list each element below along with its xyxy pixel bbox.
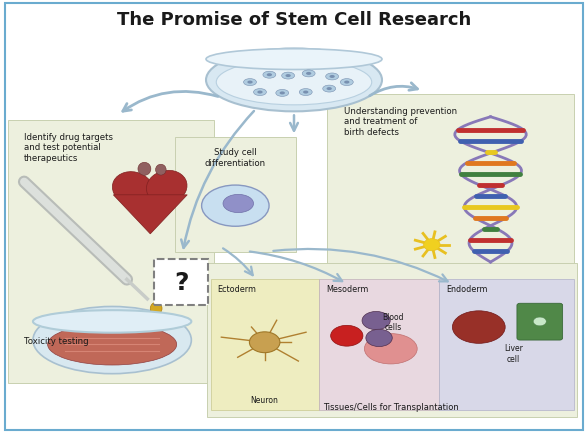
Ellipse shape [33,310,191,333]
Ellipse shape [248,82,253,84]
Ellipse shape [362,312,390,330]
Ellipse shape [326,74,339,81]
Ellipse shape [366,329,392,347]
Text: The Promise of Stem Cell Research: The Promise of Stem Cell Research [117,11,471,29]
Ellipse shape [216,60,372,105]
FancyBboxPatch shape [517,303,563,340]
Ellipse shape [344,82,349,84]
FancyBboxPatch shape [8,121,213,383]
Ellipse shape [206,49,382,112]
FancyBboxPatch shape [328,95,574,279]
Text: Endoderm: Endoderm [446,284,488,293]
Ellipse shape [206,49,382,70]
Ellipse shape [202,186,269,227]
Text: Identify drug targets
and test potential
therapeutics: Identify drug targets and test potential… [24,133,113,162]
FancyBboxPatch shape [5,4,583,430]
Ellipse shape [329,76,335,79]
Ellipse shape [533,317,546,326]
Text: Tissues/Cells for Transplantation: Tissues/Cells for Transplantation [323,402,459,411]
FancyBboxPatch shape [211,279,319,411]
Ellipse shape [33,307,191,374]
FancyBboxPatch shape [155,259,208,305]
Ellipse shape [249,332,280,353]
Ellipse shape [306,73,311,76]
Ellipse shape [282,73,295,80]
Text: Liver
cell: Liver cell [504,344,523,363]
Ellipse shape [280,92,285,95]
Polygon shape [113,195,187,234]
Ellipse shape [156,165,166,176]
Ellipse shape [330,326,363,346]
Text: Neuron: Neuron [250,395,279,404]
Ellipse shape [151,302,162,315]
Text: Blood
cells: Blood cells [382,312,404,332]
FancyBboxPatch shape [439,279,574,411]
Ellipse shape [303,91,308,94]
Ellipse shape [286,75,291,78]
Ellipse shape [243,79,256,86]
Ellipse shape [299,89,312,96]
Text: ?: ? [174,270,188,294]
Text: Understanding prevention
and treatment of
birth defects: Understanding prevention and treatment o… [344,107,457,136]
Text: Mesoderm: Mesoderm [326,284,369,293]
Ellipse shape [112,172,153,206]
Ellipse shape [340,79,353,86]
Ellipse shape [223,195,253,213]
Ellipse shape [365,334,417,364]
FancyBboxPatch shape [175,138,296,253]
Ellipse shape [48,324,176,365]
Ellipse shape [267,74,272,77]
Ellipse shape [452,311,505,344]
Ellipse shape [276,90,289,97]
Ellipse shape [263,72,276,79]
Text: Toxicity testing: Toxicity testing [24,336,89,345]
Text: Study cell
differentiation: Study cell differentiation [205,148,266,167]
FancyBboxPatch shape [319,279,439,411]
Ellipse shape [253,89,266,96]
Ellipse shape [258,91,263,94]
Ellipse shape [302,71,315,78]
Ellipse shape [138,163,151,176]
Ellipse shape [146,171,187,204]
Ellipse shape [323,86,336,93]
FancyBboxPatch shape [207,263,577,418]
Ellipse shape [423,239,440,251]
Ellipse shape [326,88,332,91]
Text: Ectoderm: Ectoderm [218,284,257,293]
